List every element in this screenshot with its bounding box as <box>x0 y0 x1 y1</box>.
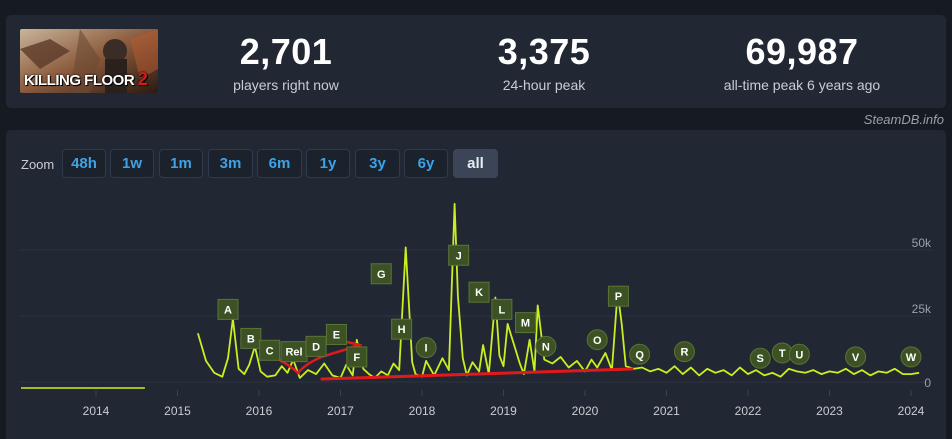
event-flag-g[interactable] <box>370 263 392 285</box>
event-flag-j[interactable] <box>448 244 470 266</box>
zoom-1m-button[interactable]: 1m <box>159 149 203 178</box>
stats-panel: KILLING FLOOR 2 2,701 players right now … <box>6 15 946 108</box>
zoom-3y-button[interactable]: 3y <box>355 149 400 178</box>
stat-24h-peak: 3,375 24-hour peak <box>424 31 664 94</box>
player-count-line <box>197 202 920 379</box>
stat-label: players right now <box>233 77 339 93</box>
annotation-underline <box>320 367 634 381</box>
event-flag-label: B <box>247 333 255 345</box>
event-flag-label: A <box>224 304 232 316</box>
event-flag-h[interactable] <box>391 318 413 340</box>
event-flag-label: I <box>425 343 428 355</box>
event-flag-m[interactable] <box>515 312 537 334</box>
stat-value: 2,701 <box>239 31 333 72</box>
stat-label: all-time peak 6 years ago <box>723 77 881 93</box>
event-flag-r[interactable] <box>673 341 695 363</box>
player-count-chart[interactable]: 0 25k 50k 2014 2015 2016 2017 2018 2019 2020 2021 2… <box>6 130 946 439</box>
x-tick-label: 2017 <box>327 404 354 418</box>
event-flag-label: Rel <box>285 347 302 359</box>
zoom-48h-button[interactable]: 48h <box>62 149 106 178</box>
x-tick-label: 2020 <box>572 404 599 418</box>
event-flag-label: D <box>312 341 320 353</box>
zoom-1y-button[interactable]: 1y <box>306 149 350 178</box>
event-flag-label: L <box>499 304 506 316</box>
x-tick-label: 2018 <box>409 404 436 418</box>
event-flag-label: C <box>266 345 274 357</box>
event-flag-l[interactable] <box>491 298 513 320</box>
stat-value: 69,987 <box>745 31 859 72</box>
chart-panel: Zoom 48h 1w 1m 3m 6m 1y 3y 6y all 0 25k 50… <box>6 130 946 439</box>
event-flag-label: S <box>757 353 764 365</box>
stat-players-now: 2,701 players right now <box>166 31 406 94</box>
zoom-3m-button[interactable]: 3m <box>208 149 253 178</box>
zoom-6y-button[interactable]: 6y <box>404 149 448 178</box>
x-tick-label: 2019 <box>490 404 517 418</box>
event-flag-f[interactable] <box>346 346 368 368</box>
event-flag-label: P <box>615 291 622 303</box>
event-flag-label: Q <box>635 349 644 361</box>
stat-label: 24-hour peak <box>502 77 586 93</box>
steamdb-credit[interactable]: SteamDB.info <box>863 112 944 127</box>
event-flag-label: M <box>521 318 530 330</box>
event-flag-label: O <box>593 335 602 347</box>
event-flag-label: R <box>680 347 688 359</box>
event-flag-i[interactable] <box>415 337 437 359</box>
stat-all-time-peak: 69,987 all-time peak 6 years ago <box>682 31 922 94</box>
event-flag-label: J <box>456 250 462 262</box>
event-flag-p[interactable] <box>607 285 629 307</box>
event-flag-q[interactable] <box>629 343 651 365</box>
event-flag-label: W <box>906 352 917 364</box>
event-flag-label: H <box>398 324 406 336</box>
x-tick-label: 2016 <box>246 404 273 418</box>
x-tick-label: 2024 <box>898 404 925 418</box>
event-flag-b[interactable] <box>240 327 262 349</box>
game-artwork <box>20 29 158 93</box>
y-tick-label: 0 <box>924 376 931 390</box>
event-flag-o[interactable] <box>586 329 608 351</box>
event-flag-k[interactable] <box>468 281 490 303</box>
game-logo: KILLING FLOOR 2 <box>24 69 148 89</box>
zoom-all-button[interactable]: all <box>453 149 498 178</box>
event-flag-u[interactable] <box>788 343 810 365</box>
x-tick-label: 2022 <box>735 404 762 418</box>
event-flag-a[interactable] <box>217 298 239 320</box>
zoom-label: Zoom <box>21 157 55 172</box>
event-flag-n[interactable] <box>535 335 557 357</box>
event-flag-label: K <box>475 287 483 299</box>
event-flag-w[interactable] <box>900 346 922 368</box>
stat-value: 3,375 <box>497 31 591 72</box>
event-flag-s[interactable] <box>749 347 771 369</box>
y-tick-label: 25k <box>912 302 932 316</box>
x-tick-label: 2023 <box>816 404 843 418</box>
y-tick-label: 50k <box>912 236 932 250</box>
zoom-1w-button[interactable]: 1w <box>110 149 154 178</box>
annotation-arrow <box>274 343 360 375</box>
game-thumbnail[interactable]: KILLING FLOOR 2 <box>20 29 158 93</box>
event-flag-label: V <box>852 352 860 364</box>
event-flag-label: E <box>333 329 340 341</box>
zoom-6m-button[interactable]: 6m <box>257 149 302 178</box>
event-flag-label: U <box>795 349 803 361</box>
event-flag-label: N <box>542 341 550 353</box>
event-flag-label: T <box>779 348 786 360</box>
event-flag-c[interactable] <box>259 339 281 361</box>
event-flag-e[interactable] <box>325 323 347 345</box>
event-flag-v[interactable] <box>845 346 867 368</box>
event-flag-d[interactable] <box>305 335 327 357</box>
x-tick-label: 2015 <box>164 404 191 418</box>
event-flag-label: F <box>353 352 360 364</box>
event-flag-label: G <box>377 269 386 281</box>
x-tick-label: 2021 <box>653 404 680 418</box>
x-tick-label: 2014 <box>83 404 110 418</box>
